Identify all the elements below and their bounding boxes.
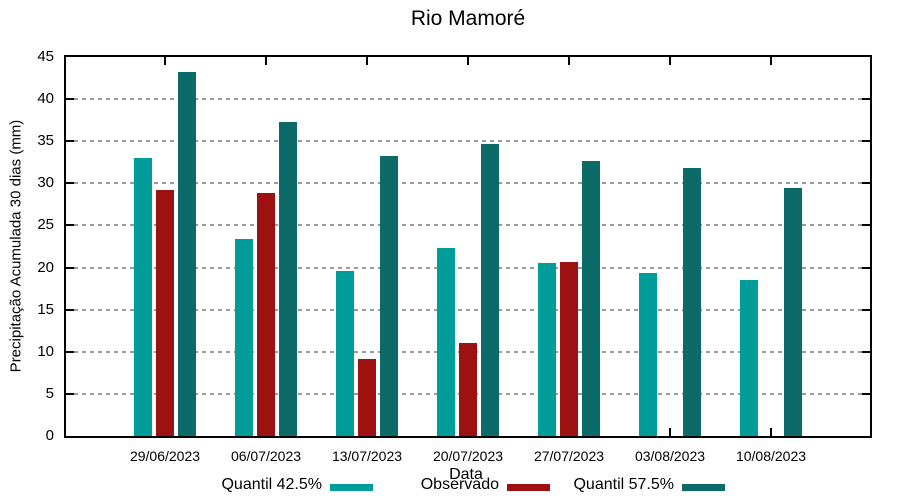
- bar: [783, 188, 802, 436]
- x-tick-label: 27/07/2023: [533, 448, 605, 464]
- x-tick-label: 03/08/2023: [634, 448, 706, 464]
- x-tick-label: 29/06/2023: [129, 448, 201, 464]
- x-tick-mark: [467, 57, 469, 65]
- y-tick-label: 25: [37, 216, 54, 234]
- gridline: [66, 266, 870, 269]
- y-tick-mark: [66, 266, 74, 269]
- chart-title: Rio Mamoré: [410, 7, 526, 30]
- legend-label: Quantil 57.5%: [573, 476, 674, 493]
- x-tick-label: 10/08/2023: [735, 448, 807, 464]
- y-tick-mark: [66, 308, 74, 311]
- bar: [581, 160, 600, 436]
- y-tick-mark: [862, 140, 870, 143]
- x-tick-mark: [669, 57, 671, 65]
- y-axis-title: Precipitação Acumulada 30 dias (mm): [7, 119, 25, 373]
- bar: [639, 272, 658, 436]
- y-tick-mark: [862, 308, 870, 311]
- x-tick-label: 20/07/2023: [432, 448, 504, 464]
- y-tick-label: 30: [37, 174, 54, 192]
- bar: [235, 238, 254, 436]
- y-tick-mark: [862, 98, 870, 101]
- legend-label: Quantil 42.5%: [221, 476, 322, 493]
- y-tick-mark: [66, 140, 74, 143]
- legend-swatch: [507, 484, 550, 491]
- y-tick-label: 10: [37, 342, 54, 360]
- y-tick-mark: [862, 266, 870, 269]
- x-tick-mark: [164, 57, 166, 65]
- y-tick-label: 0: [45, 427, 54, 444]
- x-tick-label: 06/07/2023: [230, 448, 302, 464]
- y-tick-mark: [66, 182, 74, 185]
- x-axis-title: Data: [449, 466, 483, 483]
- bar: [257, 192, 275, 436]
- x-tick-mark: [669, 428, 671, 436]
- gridline: [66, 308, 870, 311]
- plot-area: [64, 55, 872, 438]
- bar: [538, 263, 557, 436]
- y-tick-label: 15: [37, 300, 54, 318]
- y-tick-mark: [66, 224, 74, 227]
- bar: [379, 155, 398, 436]
- bar: [177, 72, 196, 436]
- y-tick-mark: [862, 224, 870, 227]
- y-tick-label: 45: [37, 48, 54, 65]
- gridline: [66, 224, 870, 227]
- bar: [437, 248, 456, 436]
- bar: [459, 343, 477, 436]
- y-tick-mark: [862, 392, 870, 395]
- x-tick-mark: [265, 57, 267, 65]
- y-tick-label: 35: [37, 132, 54, 150]
- y-tick-mark: [862, 182, 870, 185]
- y-tick-mark: [862, 350, 870, 353]
- bar: [336, 270, 355, 436]
- gridline: [66, 140, 870, 143]
- y-tick-label: 40: [37, 90, 54, 108]
- x-tick-mark: [568, 57, 570, 65]
- legend-swatch: [330, 484, 373, 491]
- x-tick-mark: [366, 57, 368, 65]
- bar: [740, 280, 759, 436]
- y-tick-mark: [66, 392, 74, 395]
- bar: [560, 261, 578, 436]
- legend-label: Observado: [420, 476, 499, 493]
- gridline: [66, 182, 870, 185]
- x-tick-mark: [770, 428, 772, 436]
- bar: [156, 190, 174, 436]
- x-tick-mark: [770, 57, 772, 65]
- y-tick-mark: [66, 350, 74, 353]
- bar: [480, 143, 499, 436]
- y-tick-label: 20: [37, 258, 54, 276]
- bar: [134, 158, 153, 436]
- y-tick-label: 5: [45, 384, 54, 402]
- y-tick-mark: [66, 98, 74, 101]
- x-tick-label: 13/07/2023: [331, 448, 403, 464]
- gridline: [66, 98, 870, 101]
- legend-swatch: [682, 484, 725, 491]
- bar: [682, 168, 701, 436]
- bar: [358, 358, 376, 436]
- bar: [278, 121, 297, 436]
